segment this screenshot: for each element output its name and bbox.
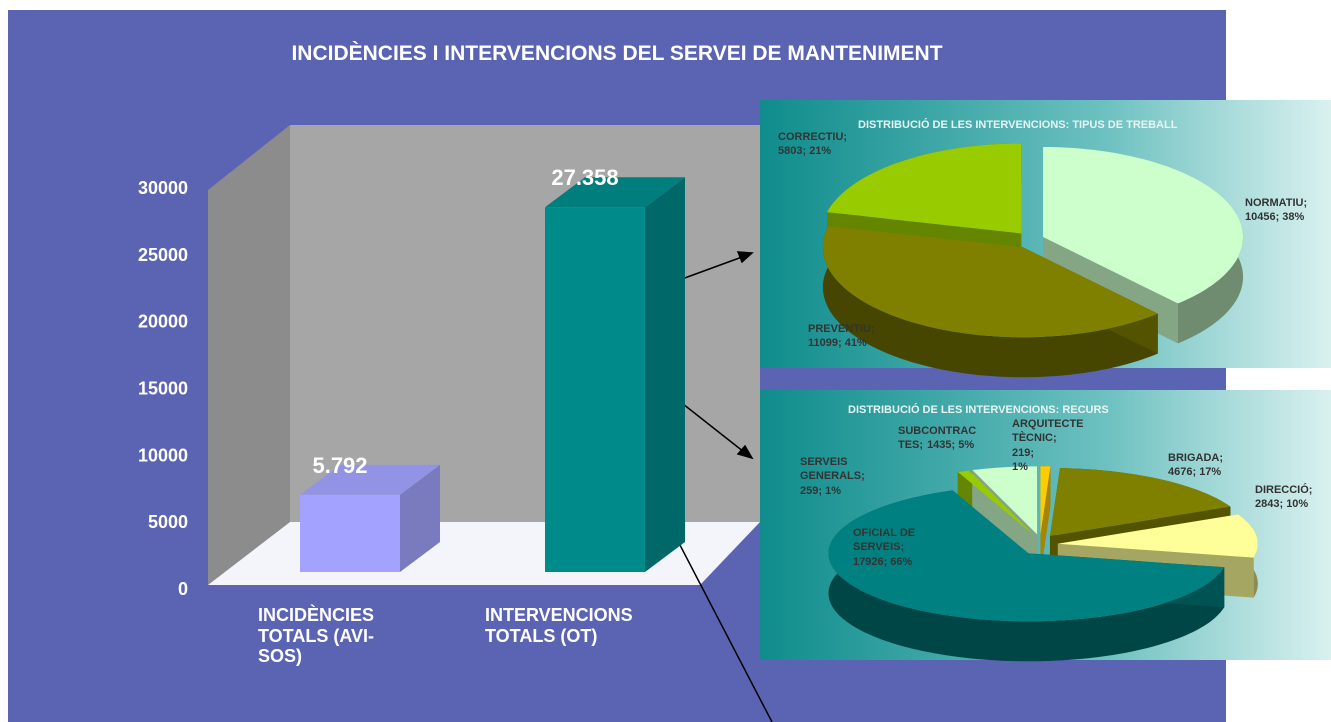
pie-label-value: 17926; 66% <box>853 555 913 568</box>
pie-label-value: 5803; 21% <box>778 145 832 158</box>
pie-slice <box>822 226 1158 338</box>
pie-label: OFICIAL DE SERVEIS; 17926; 66% <box>853 526 915 569</box>
pie-label-name: PREVENTIU; <box>808 323 875 335</box>
pie-slice-wall <box>1040 466 1051 575</box>
left-wall <box>208 125 290 585</box>
bar-top <box>300 464 440 495</box>
bar-side <box>400 464 440 572</box>
pie-label: BRIGADA; 4676; 17% <box>1168 451 1223 480</box>
pie-label: SUBCONTRAC TES; 1435; 5% <box>898 424 976 453</box>
pie-label-name: SUBCONTRAC TES; <box>898 425 977 452</box>
pie-label-name: NORMATIU; <box>1245 197 1308 209</box>
y-tick-label: 5000 <box>148 512 188 532</box>
pie-label-name: OFICIAL DE SERVEIS; <box>853 527 916 554</box>
pie-slice <box>828 490 1225 622</box>
pie-label-value: 1435; 5% <box>927 439 975 452</box>
pie-label: DIRECCIÓ; 2843; 10% <box>1255 483 1312 512</box>
pie-slice <box>826 143 1022 234</box>
x-tick-label: INCIDÈNCIES TOTALS (AVI- SOS) <box>258 605 375 667</box>
y-tick-label: 10000 <box>138 445 188 465</box>
pie-slice <box>972 466 1038 535</box>
pie-slice <box>1040 466 1051 535</box>
pie-label-name: CORRECTIU; <box>778 131 848 143</box>
y-tick-label: 15000 <box>138 379 188 399</box>
pie-label: PREVENTIU; 11099; 41% <box>808 322 875 351</box>
arrowhead <box>736 251 754 264</box>
pie-label-value: 259; 1% <box>800 484 841 497</box>
pie-title: DISTRIBUCIÓ DE LES INTERVENCIONS: TIPUS … <box>858 119 1178 131</box>
pie-label-value: 219; 1% <box>1012 446 1035 473</box>
pie-label-name: DIRECCIÓ; <box>1255 484 1313 496</box>
pie-label: SERVEIS GENERALS; 259; 1% <box>800 455 865 498</box>
arrowhead <box>736 444 754 460</box>
pie-label-value: 10456; 38% <box>1245 211 1305 224</box>
pie-label-value: 4676; 17% <box>1168 466 1222 479</box>
y-tick-label: 30000 <box>138 178 188 198</box>
pie-label-name: SERVEIS GENERALS; <box>800 456 865 483</box>
pie-slice-side <box>822 226 1158 378</box>
chart-title: INCIDÈNCIES I INTERVENCIONS DEL SERVEI D… <box>291 42 943 65</box>
y-tick-label: 20000 <box>138 312 188 332</box>
bar <box>545 207 645 572</box>
pie-slice <box>1049 468 1231 537</box>
pie-label-value: 11099; 41% <box>808 337 867 350</box>
x-tick-label: INTERVENCIONS TOTALS (OT) <box>485 605 633 646</box>
bar <box>300 494 400 572</box>
pie-label: ARQUITECTE TÈCNIC; 219; 1% <box>1012 417 1084 474</box>
value-label: 5.792 <box>312 453 367 478</box>
pie-title: DISTRIBUCIÓ DE LES INTERVENCIONS: RECURS <box>848 404 1109 416</box>
pie-label: CORRECTIU; 5803; 21% <box>778 130 847 159</box>
pie-slice <box>957 470 1034 535</box>
pie-label: NORMATIU; 10456; 38% <box>1245 196 1307 225</box>
y-tick-label: 0 <box>178 579 188 599</box>
pie-label-value: 2843; 10% <box>1255 498 1309 511</box>
pie-slice <box>1043 146 1244 304</box>
pie-label-name: ARQUITECTE TÈCNIC; <box>1012 418 1084 445</box>
pie-label-name: BRIGADA; <box>1168 452 1223 464</box>
bar-top <box>545 177 685 208</box>
pie-slice <box>1057 514 1258 558</box>
y-tick-label: 25000 <box>138 245 188 265</box>
value-label: 27.358 <box>551 165 618 190</box>
bar-side <box>645 177 685 572</box>
